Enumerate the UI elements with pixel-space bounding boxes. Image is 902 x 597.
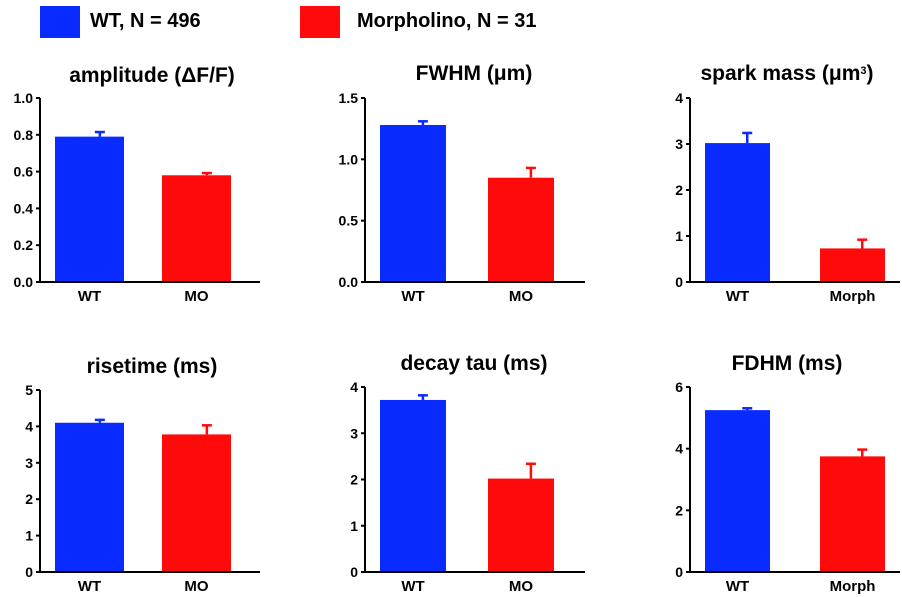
bar-mo bbox=[162, 434, 231, 572]
chart-panel-3: spark mass (μm3) WT Morph 0 1 2 3 4 bbox=[675, 62, 900, 305]
category-label: MO bbox=[184, 578, 208, 595]
chart-panel-5: decay tau (ms) WT MO 0 1 2 3 4 bbox=[350, 352, 585, 595]
y-tick-label: 1.0 bbox=[339, 151, 359, 167]
chart-title: FDHM (ms) bbox=[732, 352, 843, 375]
category-label: WT bbox=[726, 288, 749, 305]
chart-panel-2: FWHM (μm) WT MO 0.0 0.5 1.0 1.5 bbox=[339, 62, 585, 305]
y-tick-label: 0.5 bbox=[339, 213, 359, 229]
y-tick-label: 5 bbox=[25, 382, 33, 398]
y-tick-label: 1.5 bbox=[339, 90, 359, 106]
y-tick-label: 0.4 bbox=[14, 200, 34, 216]
y-tick-label: 2 bbox=[25, 491, 33, 507]
y-tick-label: 0 bbox=[675, 274, 683, 290]
y-tick-label: 2 bbox=[675, 182, 683, 198]
y-tick-label: 4 bbox=[675, 441, 683, 457]
chart-title: risetime (ms) bbox=[87, 355, 218, 378]
y-tick-label: 0.2 bbox=[14, 237, 34, 253]
y-tick-label: 1 bbox=[350, 518, 358, 534]
y-tick-label: 0.0 bbox=[14, 274, 34, 290]
chart-panel-1: amplitude (ΔF/F) WT MO 0.0 0.2 0.4 0.6 0.8 1.0 bbox=[14, 64, 260, 305]
chart-title: decay tau (ms) bbox=[400, 352, 547, 375]
category-label: Morph bbox=[830, 578, 876, 595]
chart-panel-6: FDHM (ms) WT Morph 0 2 4 6 bbox=[675, 352, 900, 595]
y-tick-label: 0 bbox=[25, 564, 33, 580]
y-tick-label: 1 bbox=[25, 528, 33, 544]
legend-label-wt: WT, N = 496 bbox=[90, 10, 201, 32]
y-tick-label: 4 bbox=[350, 379, 358, 395]
bar-mo bbox=[488, 478, 554, 572]
legend-swatch-wt bbox=[40, 6, 80, 38]
bar-wt bbox=[55, 136, 124, 282]
category-label: WT bbox=[726, 578, 749, 595]
y-tick-label: 6 bbox=[675, 379, 683, 395]
category-label: MO bbox=[184, 288, 208, 305]
legend: WT, N = 496 Morpholino, N = 31 bbox=[0, 0, 902, 46]
chart-title: spark mass (μm3) bbox=[700, 62, 873, 85]
bar-wt bbox=[380, 399, 446, 572]
y-tick-label: 2 bbox=[350, 472, 358, 488]
category-label: WT bbox=[401, 578, 424, 595]
bar-wt bbox=[705, 410, 770, 572]
y-tick-label: 1 bbox=[675, 228, 683, 244]
chart-panel-4: risetime (ms) WT MO 0 1 2 3 4 5 bbox=[25, 355, 260, 595]
chart-title: amplitude (ΔF/F) bbox=[69, 64, 235, 87]
category-label: WT bbox=[78, 578, 101, 595]
y-tick-label: 4 bbox=[25, 418, 33, 434]
category-label: WT bbox=[78, 288, 101, 305]
legend-label-morpholino: Morpholino, N = 31 bbox=[357, 10, 537, 32]
category-label: MO bbox=[509, 578, 533, 595]
y-tick-label: 3 bbox=[25, 455, 33, 471]
y-tick-label: 3 bbox=[675, 136, 683, 152]
bar-mo bbox=[162, 175, 231, 282]
y-tick-label: 0.0 bbox=[339, 274, 359, 290]
y-tick-label: 1.0 bbox=[14, 90, 34, 106]
y-tick-label: 2 bbox=[675, 502, 683, 518]
bar-wt bbox=[380, 124, 446, 282]
y-tick-label: 0.6 bbox=[14, 164, 34, 180]
bar-morph bbox=[820, 456, 885, 572]
y-tick-label: 3 bbox=[350, 425, 358, 441]
bar-wt bbox=[55, 422, 124, 572]
bar-wt bbox=[705, 143, 770, 282]
category-label: Morph bbox=[830, 288, 876, 305]
y-tick-label: 0 bbox=[675, 564, 683, 580]
category-label: WT bbox=[401, 288, 424, 305]
y-tick-label: 0 bbox=[350, 564, 358, 580]
legend-swatch-morpholino bbox=[300, 6, 340, 38]
bar-mo bbox=[488, 177, 554, 282]
chart-title: FWHM (μm) bbox=[416, 62, 533, 85]
y-tick-label: 0.8 bbox=[14, 127, 34, 143]
y-tick-label: 4 bbox=[675, 90, 683, 106]
category-label: MO bbox=[509, 288, 533, 305]
bar-morph bbox=[820, 248, 885, 282]
